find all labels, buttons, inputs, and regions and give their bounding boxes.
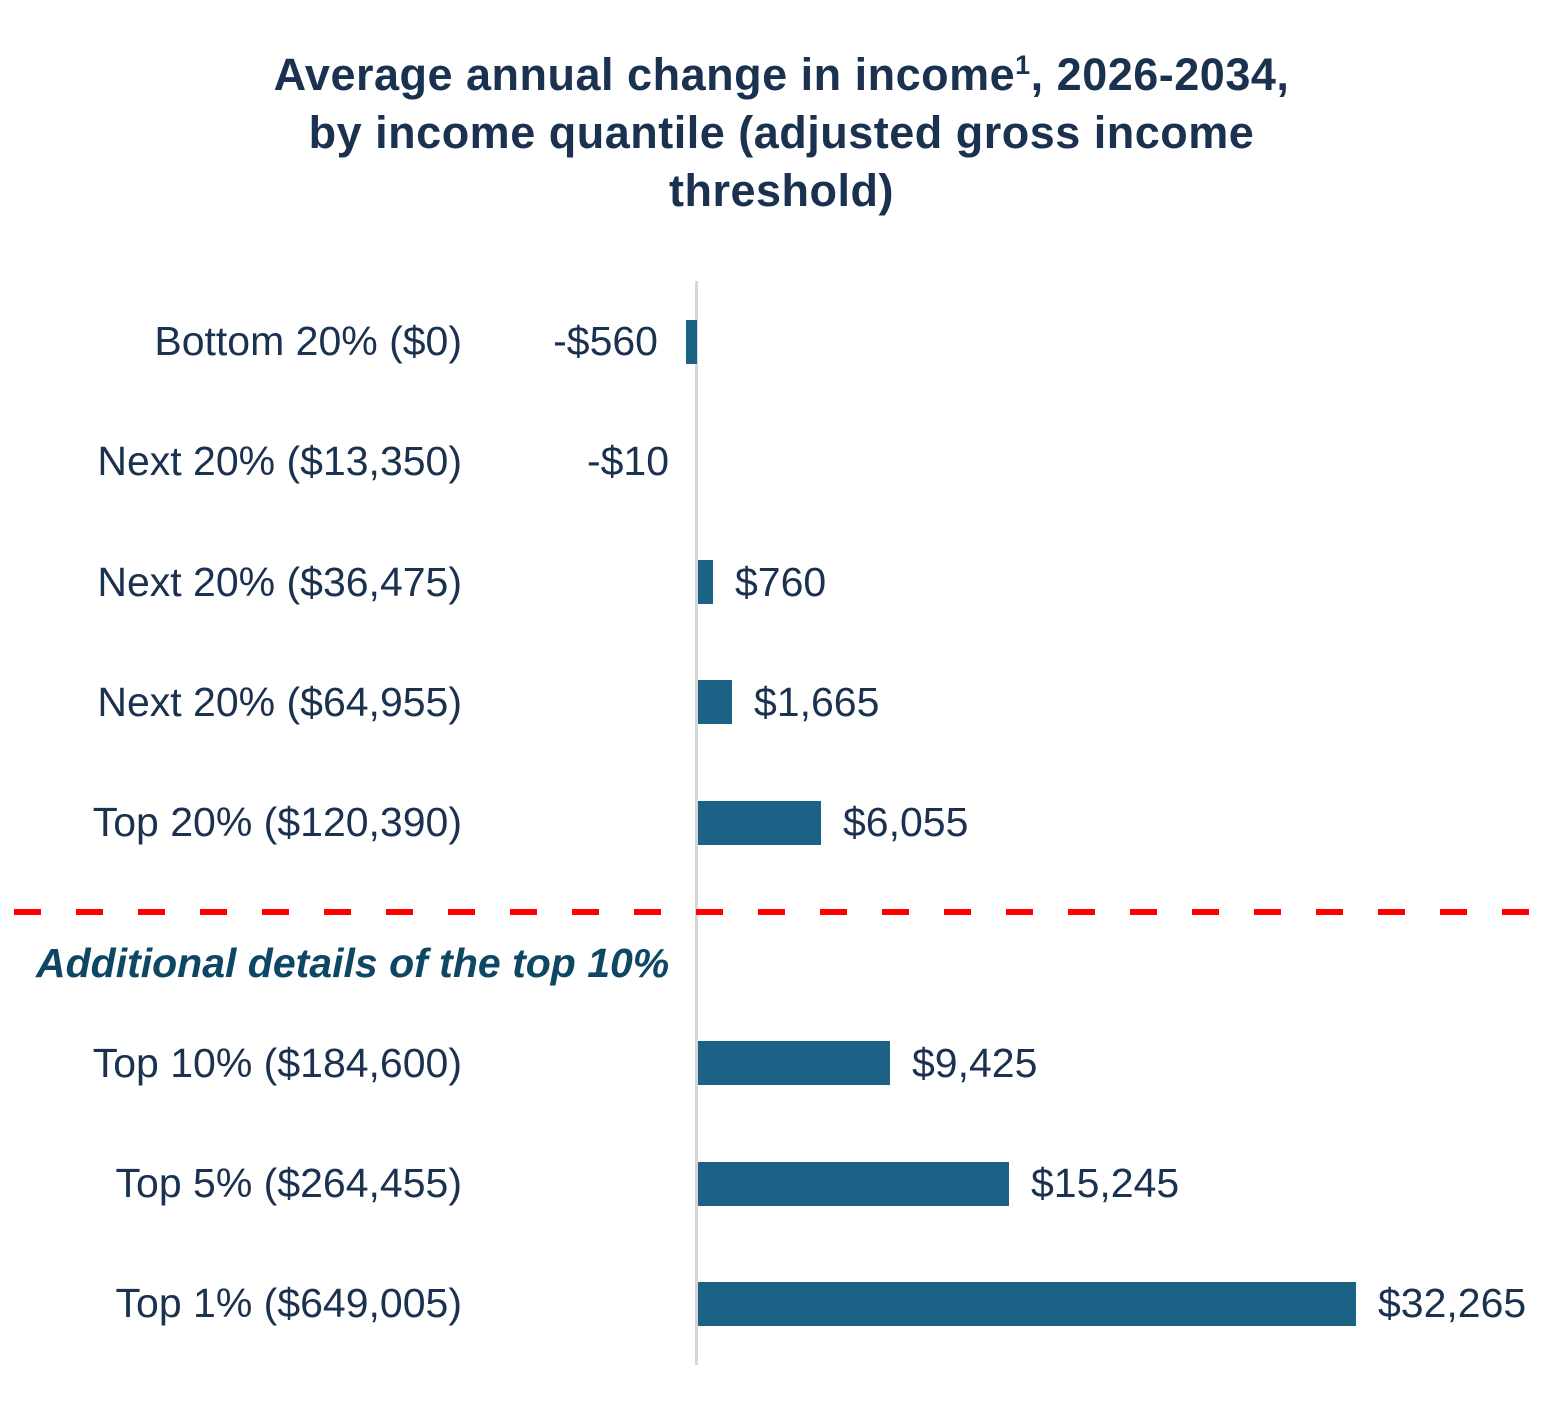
value-label: $9,425	[912, 1039, 1038, 1086]
category-label: Next 20% ($64,955)	[97, 678, 462, 725]
chart-title: Average annual change in income1, 2026-2…	[0, 46, 1563, 220]
category-label: Top 5% ($264,455)	[115, 1160, 462, 1207]
chart-title-line1: Average annual change in income	[273, 49, 1016, 100]
value-bar	[698, 1281, 1356, 1326]
chart-title-line2: by income quantile (adjusted gross incom…	[308, 107, 1255, 158]
value-label: $15,245	[1031, 1160, 1180, 1207]
category-label: Top 20% ($120,390)	[92, 799, 462, 846]
zero-axis-line	[695, 281, 698, 1365]
chart-title-line3: threshold)	[669, 165, 894, 216]
chart-row: Top 20% ($120,390) $6,055	[0, 763, 1563, 883]
section-label: Additional details of the top 10%	[36, 933, 669, 993]
category-label: Top 1% ($649,005)	[115, 1280, 462, 1327]
value-label: $32,265	[1378, 1280, 1527, 1327]
value-bar	[698, 1041, 890, 1086]
chart-row: Top 10% ($184,600) $9,425	[0, 1003, 1563, 1123]
chart-row: Top 5% ($264,455) $15,245	[0, 1124, 1563, 1244]
footnote-marker: 1	[1015, 50, 1031, 80]
chart-row: Top 1% ($649,005) $32,265	[0, 1244, 1563, 1364]
chart-row: Bottom 20% ($0) -$560	[0, 282, 1563, 402]
chart-row: Next 20% ($64,955) $1,665	[0, 642, 1563, 762]
category-label: Top 10% ($184,600)	[92, 1039, 462, 1086]
category-label: Next 20% ($36,475)	[97, 558, 462, 605]
section-divider-dashed-line	[0, 909, 1563, 915]
value-label: $6,055	[843, 799, 969, 846]
category-label: Bottom 20% ($0)	[154, 318, 462, 364]
category-label: Next 20% ($13,350)	[97, 438, 462, 485]
bar-chart-plot-area: Bottom 20% ($0) -$560 Next 20% ($13,350) -$…	[0, 281, 1563, 1365]
value-bar	[698, 1161, 1009, 1206]
value-label: $760	[735, 558, 827, 605]
value-bar	[698, 680, 732, 725]
section-label-text: Additional details of the top 10%	[36, 939, 670, 986]
chart-row: Next 20% ($13,350) -$10	[0, 402, 1563, 522]
chart-title-line1-tail: , 2026-2034,	[1030, 49, 1290, 100]
value-bar	[698, 800, 821, 845]
value-bar	[698, 560, 713, 605]
value-label: $1,665	[754, 678, 880, 725]
value-label: -$10	[586, 438, 669, 485]
value-bar	[686, 319, 697, 364]
value-label: -$560	[553, 318, 658, 364]
chart-row: Next 20% ($36,475) $760	[0, 522, 1563, 642]
